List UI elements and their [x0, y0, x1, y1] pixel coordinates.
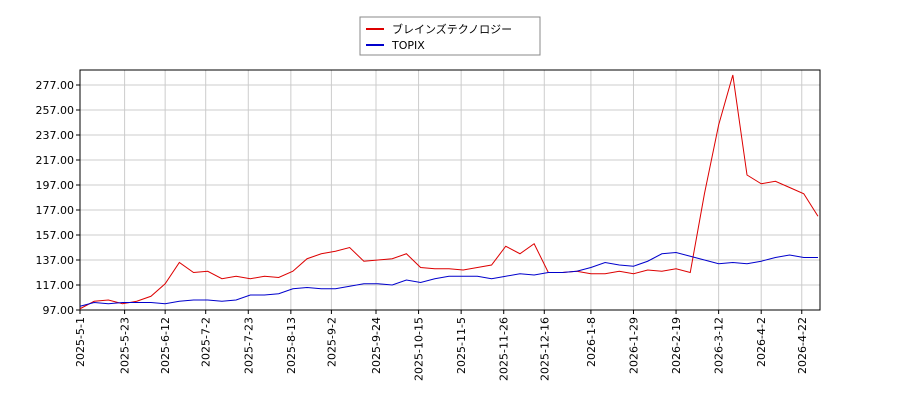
x-tick-label: 2026-3-12	[713, 317, 726, 374]
y-tick-label: 117.00	[36, 279, 75, 292]
y-tick-label: 177.00	[36, 204, 75, 217]
x-tick-label: 2026-1-29	[627, 317, 640, 374]
line-series	[79, 74, 819, 310]
y-tick-label: 217.00	[36, 154, 75, 167]
x-tick-label: 2025-11-26	[498, 317, 511, 381]
y-tick-label: 97.00	[43, 304, 75, 317]
x-tick-label: 2025-5-23	[119, 317, 132, 374]
x-tick-label: 2026-4-2	[755, 317, 768, 367]
x-tick-label: 2026-1-8	[585, 317, 598, 367]
x-tick-label: 2025-9-2	[325, 317, 338, 367]
y-tick-label: 137.00	[36, 254, 75, 267]
legend-box	[359, 16, 541, 56]
legend-label: TOPIX	[391, 39, 425, 52]
y-tick-label: 257.00	[36, 104, 75, 117]
y-tick-label: 197.00	[36, 179, 75, 192]
x-tick-label: 2025-9-24	[370, 317, 383, 374]
legend-label: ブレインズテクノロジー	[392, 22, 512, 36]
line-series	[79, 251, 818, 307]
y-tick-label: 237.00	[36, 129, 75, 142]
x-tick-label: 2025-7-2	[200, 317, 213, 367]
plot-frame	[79, 69, 821, 311]
y-tick-label: 157.00	[36, 229, 75, 242]
x-tick-label: 2026-4-22	[796, 317, 809, 374]
x-tick-label: 2026-2-19	[670, 317, 683, 374]
x-tick-label: 2025-10-15	[413, 317, 426, 381]
x-tick-label: 2025-6-12	[159, 317, 172, 374]
x-tick-label: 2025-5-1	[74, 317, 87, 367]
x-tick-label: 2025-8-13	[285, 317, 298, 374]
x-tick-label: 2025-12-16	[538, 317, 551, 381]
y-tick-label: 277.00	[36, 79, 75, 92]
x-tick-label: 2025-11-5	[455, 317, 468, 374]
x-tick-label: 2025-7-23	[242, 317, 255, 374]
